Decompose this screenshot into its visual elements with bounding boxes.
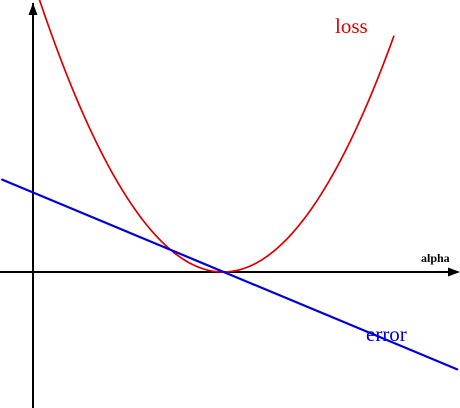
error-series-label: error	[366, 322, 407, 346]
series-layer: loss error	[1, 0, 459, 371]
y-axis-arrowhead	[28, 3, 38, 15]
loss-series-label: loss	[335, 14, 368, 38]
loss-series-line	[38, 0, 395, 273]
x-axis-arrowhead	[448, 267, 460, 277]
error-series-line	[1, 178, 459, 371]
x-axis-label: alpha	[421, 251, 450, 265]
